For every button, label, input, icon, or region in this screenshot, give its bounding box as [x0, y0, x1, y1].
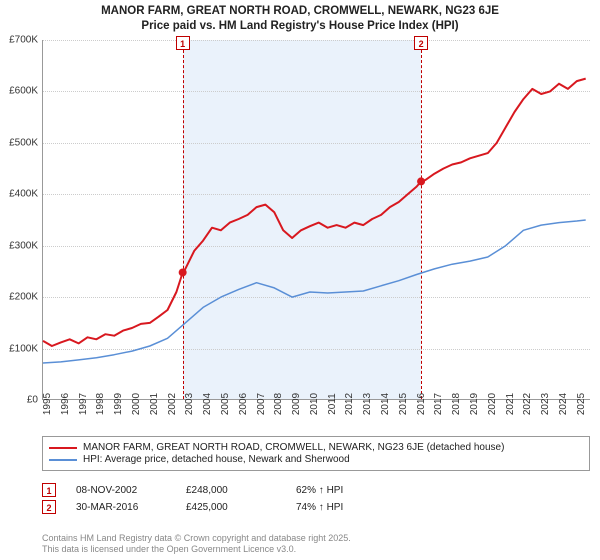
xtick-label: 2009 — [291, 393, 302, 415]
legend-row: HPI: Average price, detached house, Newa… — [49, 454, 583, 465]
annotation-date: 30-MAR-2016 — [76, 502, 166, 513]
xtick-label: 2022 — [522, 393, 533, 415]
annotation-badge: 1 — [42, 483, 56, 497]
annotation-date: 08-NOV-2002 — [76, 485, 166, 496]
xtick-label: 2016 — [416, 393, 427, 415]
footer-line-1: Contains HM Land Registry data © Crown c… — [42, 533, 351, 545]
xtick-label: 2021 — [505, 393, 516, 415]
legend-swatch — [49, 447, 77, 449]
xtick-label: 2007 — [256, 393, 267, 415]
title-line-2: Price paid vs. HM Land Registry's House … — [0, 19, 600, 34]
ytick-label: £400K — [0, 189, 38, 200]
xtick-label: 2010 — [309, 393, 320, 415]
event-badge: 2 — [414, 36, 428, 50]
annotation-row: 2 30-MAR-2016 £425,000 74% ↑ HPI — [42, 500, 590, 514]
ytick-label: £200K — [0, 292, 38, 303]
xtick-label: 2013 — [362, 393, 373, 415]
xtick-label: 2001 — [149, 393, 160, 415]
xtick-label: 2014 — [380, 393, 391, 415]
xtick-label: 2012 — [344, 393, 355, 415]
ytick-label: £700K — [0, 35, 38, 46]
legend-swatch — [49, 459, 77, 461]
ytick-label: £100K — [0, 343, 38, 354]
ytick-label: £300K — [0, 240, 38, 251]
xtick-label: 2006 — [238, 393, 249, 415]
xtick-label: 2000 — [131, 393, 142, 415]
xtick-label: 2020 — [487, 393, 498, 415]
annotation-badge: 2 — [42, 500, 56, 514]
series-hpi — [43, 220, 586, 363]
event-badge: 1 — [176, 36, 190, 50]
ytick-label: £0 — [0, 395, 38, 406]
xtick-label: 2023 — [540, 393, 551, 415]
xtick-label: 2005 — [220, 393, 231, 415]
ytick-label: £500K — [0, 137, 38, 148]
xtick-label: 2003 — [184, 393, 195, 415]
ytick-label: £600K — [0, 86, 38, 97]
annotation-pct: 62% ↑ HPI — [296, 485, 386, 496]
chart-container: MANOR FARM, GREAT NORTH ROAD, CROMWELL, … — [0, 0, 600, 560]
xtick-label: 1995 — [42, 393, 53, 415]
xtick-label: 2004 — [202, 393, 213, 415]
annotations: 1 08-NOV-2002 £248,000 62% ↑ HPI 2 30-MAR-201… — [42, 480, 590, 517]
title-line-1: MANOR FARM, GREAT NORTH ROAD, CROMWELL, … — [0, 4, 600, 19]
legend: MANOR FARM, GREAT NORTH ROAD, CROMWELL, … — [42, 436, 590, 471]
xtick-label: 1998 — [95, 393, 106, 415]
xtick-label: 2002 — [167, 393, 178, 415]
xtick-label: 1999 — [113, 393, 124, 415]
series-marker — [417, 177, 425, 185]
legend-row: MANOR FARM, GREAT NORTH ROAD, CROMWELL, … — [49, 442, 583, 453]
xtick-label: 1997 — [78, 393, 89, 415]
series-price — [43, 79, 586, 346]
xtick-label: 2025 — [576, 393, 587, 415]
annotation-price: £425,000 — [186, 502, 276, 513]
line-layer — [43, 40, 591, 400]
xtick-label: 2015 — [398, 393, 409, 415]
footer-line-2: This data is licensed under the Open Gov… — [42, 544, 351, 556]
plot-area: 12 — [42, 40, 590, 400]
footer: Contains HM Land Registry data © Crown c… — [42, 533, 351, 556]
annotation-pct: 74% ↑ HPI — [296, 502, 386, 513]
annotation-row: 1 08-NOV-2002 £248,000 62% ↑ HPI — [42, 483, 590, 497]
xtick-label: 2017 — [433, 393, 444, 415]
series-marker — [179, 268, 187, 276]
xtick-label: 2011 — [327, 393, 338, 415]
annotation-price: £248,000 — [186, 485, 276, 496]
xtick-label: 2019 — [469, 393, 480, 415]
xtick-label: 2008 — [273, 393, 284, 415]
xtick-label: 2024 — [558, 393, 569, 415]
xtick-label: 1996 — [60, 393, 71, 415]
legend-label: HPI: Average price, detached house, Newa… — [83, 454, 350, 465]
xtick-label: 2018 — [451, 393, 462, 415]
title-block: MANOR FARM, GREAT NORTH ROAD, CROMWELL, … — [0, 0, 600, 36]
plot-outer: £0£100K£200K£300K£400K£500K£600K£700K 12… — [42, 40, 590, 400]
legend-label: MANOR FARM, GREAT NORTH ROAD, CROMWELL, … — [83, 442, 504, 453]
